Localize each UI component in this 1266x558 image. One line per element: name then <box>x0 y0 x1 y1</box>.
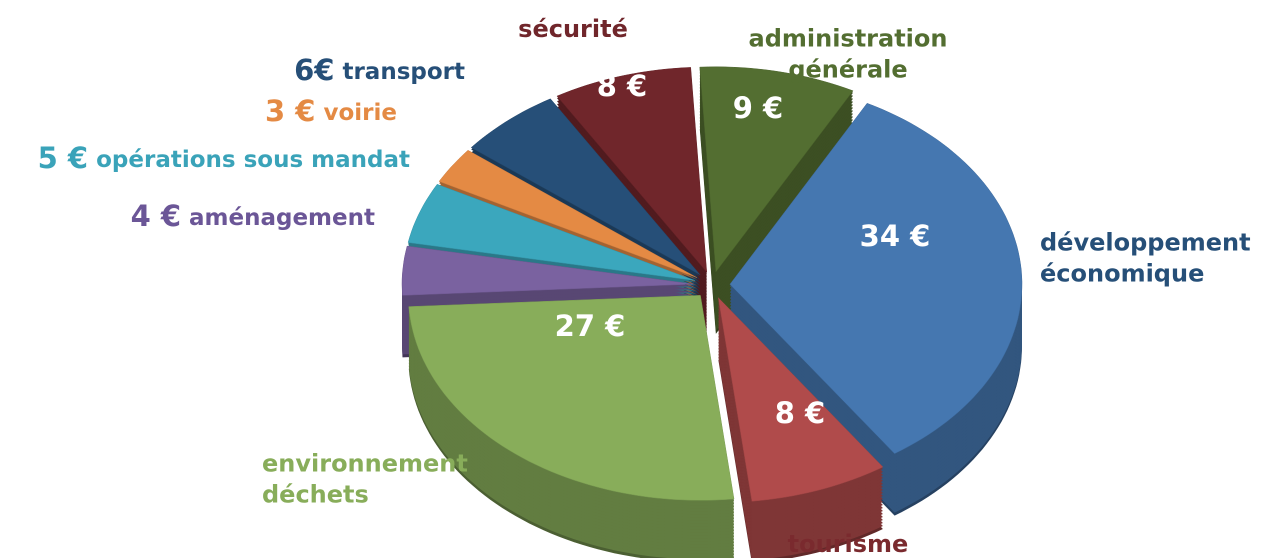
value-label: 6€ <box>294 53 334 87</box>
slice <box>470 98 701 276</box>
category-label: administration générale <box>749 25 948 84</box>
value-label: 34 € <box>860 219 931 253</box>
category-label: transport <box>342 59 465 85</box>
slice <box>408 295 735 501</box>
category-label: développement économique <box>1040 229 1251 288</box>
slice <box>438 149 698 278</box>
category-label: aménagement <box>189 205 375 231</box>
slice-label: 6€ transport <box>294 53 465 87</box>
slice-label: 5 € opérations sous mandat <box>38 141 410 175</box>
value-label: 3 € <box>265 94 315 128</box>
value-label: 27 € <box>555 309 626 343</box>
value-label: 9 € <box>733 91 783 125</box>
value-label: 8 € <box>775 396 825 430</box>
slice-label: 4 € aménagement <box>131 199 375 233</box>
value-label: 8 € <box>597 69 647 103</box>
slice-label: 3 € voirie <box>265 94 397 128</box>
category-label: sécurité <box>518 15 628 43</box>
category-label: tourisme <box>788 530 909 558</box>
value-label: 5 € <box>38 141 88 175</box>
slice <box>407 183 696 281</box>
slice <box>401 245 695 296</box>
category-label: environnement déchets <box>262 450 468 509</box>
slice <box>556 67 708 273</box>
value-label: 4 € <box>131 199 181 233</box>
category-label: opérations sous mandat <box>96 147 410 173</box>
slice <box>729 102 1023 454</box>
category-label: voirie <box>323 100 397 126</box>
slice <box>699 66 854 273</box>
slice <box>717 296 884 502</box>
